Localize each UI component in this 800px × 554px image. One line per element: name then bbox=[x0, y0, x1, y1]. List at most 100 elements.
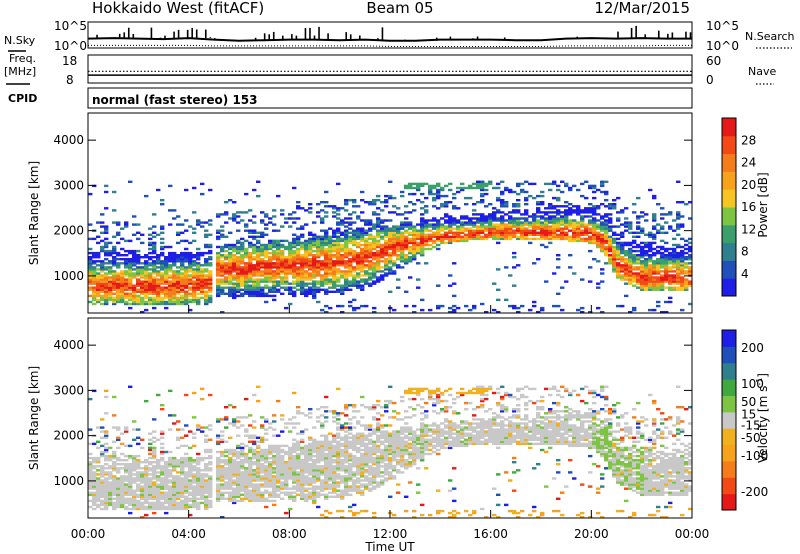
velocity-cell bbox=[132, 477, 137, 480]
nsearch-label: N.Search bbox=[745, 30, 795, 43]
velocity-cell bbox=[208, 485, 213, 488]
power-cell bbox=[208, 256, 213, 259]
velocity-cell bbox=[252, 489, 257, 492]
power-cell bbox=[308, 203, 313, 206]
velocity-cell bbox=[180, 465, 185, 468]
power-cell bbox=[376, 235, 381, 238]
power-cell bbox=[100, 221, 105, 224]
velocity-cell bbox=[108, 499, 113, 503]
power-cell bbox=[164, 294, 169, 298]
power-cell bbox=[412, 182, 417, 186]
power-cell bbox=[692, 209, 696, 211]
velocity-cell bbox=[124, 428, 129, 431]
power-cell bbox=[424, 219, 429, 222]
power-cell bbox=[284, 260, 289, 263]
power-cell bbox=[228, 231, 233, 234]
power-cell bbox=[396, 237, 401, 241]
power-cell bbox=[200, 251, 205, 255]
power-cell bbox=[220, 213, 225, 216]
velocity-cell bbox=[148, 487, 153, 490]
power-cell bbox=[100, 276, 105, 279]
power-cell bbox=[616, 211, 621, 214]
power-cell bbox=[364, 260, 369, 263]
velocity-cell bbox=[268, 426, 273, 429]
power-cell bbox=[560, 211, 565, 214]
velocity-cell bbox=[120, 467, 125, 470]
power-cell bbox=[536, 215, 541, 218]
power-cell bbox=[148, 288, 153, 291]
power-cell bbox=[528, 221, 533, 224]
power-cell bbox=[608, 237, 613, 241]
power-cell bbox=[588, 241, 593, 245]
power-cell bbox=[288, 302, 293, 306]
power-cell bbox=[232, 262, 237, 265]
power-cell bbox=[444, 221, 449, 224]
power-cell bbox=[376, 266, 381, 269]
power-cell bbox=[256, 180, 261, 183]
power-cell bbox=[616, 264, 621, 267]
power-cell bbox=[204, 251, 209, 255]
power-cell bbox=[456, 219, 461, 222]
power-cell bbox=[196, 298, 201, 302]
power-cell bbox=[452, 308, 457, 312]
velocity-cell bbox=[256, 452, 261, 456]
velocity-cell bbox=[184, 463, 189, 466]
power-cell bbox=[216, 272, 221, 275]
power-cell bbox=[244, 282, 249, 285]
power-cell bbox=[352, 298, 357, 302]
power-cell bbox=[204, 298, 209, 302]
freq-tick-low: 8 bbox=[66, 73, 74, 87]
velocity-cell bbox=[108, 501, 113, 505]
power-cell bbox=[524, 223, 529, 226]
power-cell bbox=[220, 286, 225, 289]
power-cell bbox=[272, 286, 277, 289]
power-cell bbox=[440, 304, 445, 308]
power-cell bbox=[548, 233, 553, 236]
velocity-cell bbox=[176, 491, 181, 494]
power-cell bbox=[576, 227, 581, 230]
power-cell bbox=[640, 231, 645, 234]
velocity-cell bbox=[88, 499, 93, 503]
power-cell bbox=[132, 249, 137, 253]
velocity-cell bbox=[176, 507, 181, 511]
power-cell bbox=[132, 276, 137, 279]
power-cell bbox=[204, 274, 209, 277]
power-cell bbox=[644, 260, 649, 263]
power-cell bbox=[556, 266, 561, 269]
power-cell bbox=[676, 266, 681, 269]
velocity-cell bbox=[232, 499, 237, 503]
power-cell bbox=[116, 278, 121, 281]
power-cell bbox=[348, 260, 353, 263]
power-cell bbox=[500, 221, 505, 224]
velocity-cell bbox=[104, 485, 109, 488]
power-cell bbox=[244, 268, 249, 271]
power-cell bbox=[628, 221, 633, 224]
power-cell bbox=[100, 302, 105, 306]
velocity-cell bbox=[228, 487, 233, 490]
power-cell bbox=[228, 276, 233, 279]
power-cell bbox=[88, 294, 93, 298]
power-cell bbox=[264, 264, 269, 267]
power-cell bbox=[120, 276, 125, 279]
power-cell bbox=[192, 292, 197, 295]
power-cell bbox=[312, 241, 317, 245]
power-cell bbox=[632, 280, 637, 283]
power-cell bbox=[164, 306, 169, 310]
power-cell bbox=[116, 286, 121, 289]
power-cell bbox=[96, 235, 101, 238]
power-cell bbox=[692, 289, 696, 291]
velocity-cell bbox=[112, 395, 117, 399]
power-cell bbox=[248, 260, 253, 263]
velocity-cell bbox=[92, 503, 97, 507]
power-colorbar-tick: 24 bbox=[741, 156, 756, 170]
power-cell bbox=[408, 184, 413, 188]
power-cell bbox=[592, 186, 597, 190]
power-cell bbox=[620, 223, 625, 226]
velocity-cell bbox=[256, 461, 261, 464]
velocity-cell bbox=[112, 467, 117, 470]
velocity-cell bbox=[188, 479, 193, 482]
power-cell bbox=[496, 219, 501, 222]
power-cell bbox=[256, 251, 261, 255]
power-cell bbox=[292, 294, 297, 298]
power-cell bbox=[612, 247, 617, 251]
